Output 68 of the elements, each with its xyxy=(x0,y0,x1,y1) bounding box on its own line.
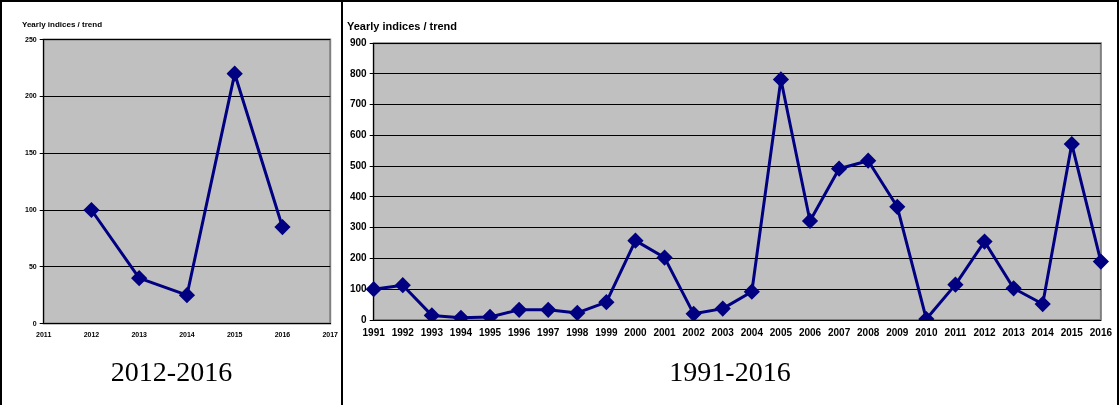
point xyxy=(511,302,527,318)
y-tick-label: 200 xyxy=(350,252,368,264)
y-tick-label: 100 xyxy=(350,282,368,294)
x-tick-label: 1991 xyxy=(362,326,386,338)
x-tick-label: 2012 xyxy=(973,326,997,338)
x-tick-label: 2007 xyxy=(827,326,851,338)
y-tick-label: 800 xyxy=(350,67,368,79)
point xyxy=(715,301,731,317)
point xyxy=(83,202,99,218)
point xyxy=(744,284,760,300)
text: 1991-2016 xyxy=(668,355,792,389)
point xyxy=(1064,136,1080,152)
point xyxy=(831,161,847,177)
point xyxy=(1006,280,1022,296)
point xyxy=(860,153,876,169)
point xyxy=(977,234,993,250)
x-tick-label: 1992 xyxy=(391,326,415,338)
x-tick-label: 1993 xyxy=(420,326,444,338)
point xyxy=(657,250,673,266)
point xyxy=(179,287,195,303)
x-tick-label: 2003 xyxy=(711,326,735,338)
x-tick-label: 1995 xyxy=(478,326,502,338)
point xyxy=(627,233,643,249)
x-tick-label: 1997 xyxy=(537,326,560,338)
x-tick-label: 2006 xyxy=(798,326,822,338)
x-tick-label: 1996 xyxy=(508,326,531,338)
point xyxy=(1093,254,1109,270)
y-tick-label: 400 xyxy=(350,190,368,202)
point xyxy=(686,306,702,320)
x-tick-label: 2009 xyxy=(886,326,909,338)
x-tick-label: 2004 xyxy=(740,326,764,338)
point xyxy=(131,270,147,286)
x-tick-label: 1998 xyxy=(566,326,589,338)
point xyxy=(947,277,963,293)
y-tick-label: 700 xyxy=(350,98,368,110)
x-tick-label: 2002 xyxy=(682,326,706,338)
point xyxy=(540,302,556,318)
y-tick-label: 900 xyxy=(350,36,368,48)
text: 2012-2016 xyxy=(109,355,234,389)
point xyxy=(598,294,614,310)
point xyxy=(1035,296,1051,312)
chart-title: Yearly indices / trend xyxy=(22,20,103,29)
point xyxy=(773,71,789,87)
y-tick-label: 0 xyxy=(361,313,368,325)
point xyxy=(227,66,243,82)
x-tick-label: 2008 xyxy=(857,326,880,338)
point xyxy=(424,307,440,320)
y-tick-label: 600 xyxy=(350,129,368,141)
chart-title: Yearly indices / trend xyxy=(347,19,458,32)
x-tick-label: 2005 xyxy=(769,326,793,338)
point xyxy=(889,199,905,215)
y-tick-label: 300 xyxy=(350,221,368,233)
x-tick-label: 2013 xyxy=(1002,326,1026,338)
x-tick-label: 2014 xyxy=(1031,326,1055,338)
point xyxy=(366,281,382,297)
x-tick-label: 1999 xyxy=(595,326,618,338)
point xyxy=(802,213,818,229)
x-tick-label: 2011 xyxy=(944,326,967,338)
point xyxy=(395,277,411,293)
point xyxy=(274,219,290,235)
x-tick-label: 2000 xyxy=(624,326,648,338)
point xyxy=(569,305,585,320)
x-tick-label: 2016 xyxy=(1089,326,1113,338)
x-tick-label: 2001 xyxy=(653,326,677,338)
x-tick-label: 2010 xyxy=(915,326,938,338)
x-tick-label: 2015 xyxy=(1060,326,1084,338)
x-tick-label: 1994 xyxy=(449,326,473,338)
y-tick-label: 500 xyxy=(350,159,368,171)
